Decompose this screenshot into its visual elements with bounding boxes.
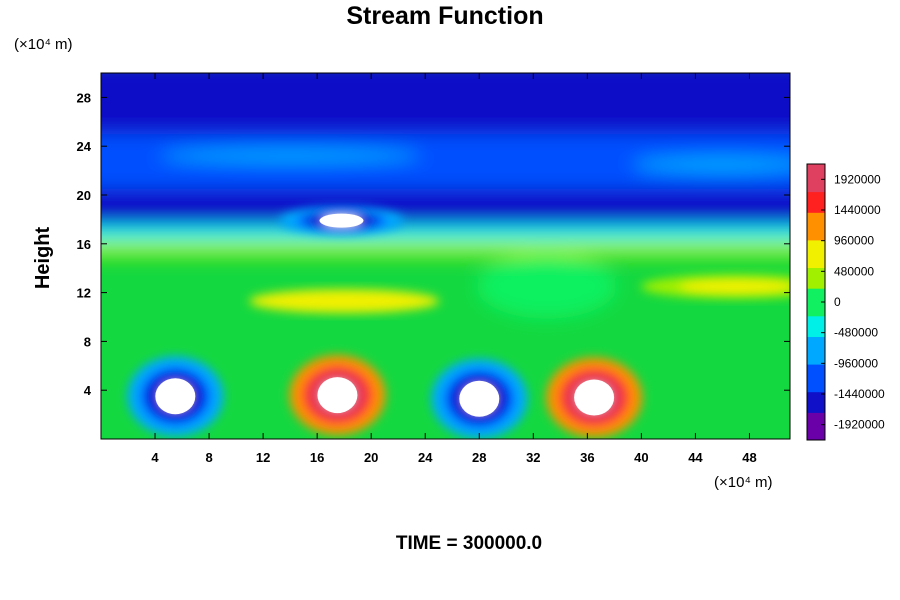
colorbar-segment [807,398,825,406]
colorbar-segment [807,253,825,262]
y-axis-unit: (×10⁴ m) [14,36,73,53]
y-tick-label: 4 [84,383,92,398]
band-layer [101,73,790,319]
colorbar-segment [807,377,825,386]
colorbar-segment [807,233,825,241]
x-tick-label: 48 [742,450,756,465]
x-tick-label: 20 [364,450,378,465]
field-extremum [317,377,358,414]
colorbar-segment [807,184,825,193]
y-tick-label: 28 [77,90,91,105]
colorbar-segment [807,371,825,379]
x-tick-label: 44 [688,450,703,465]
y-tick-label: 12 [77,286,91,301]
colorbar-segment [807,177,825,186]
y-axis-label: Height [32,227,54,290]
colorbar-segment [807,336,825,344]
field-extremum [155,378,196,415]
colorbar-segment [807,329,825,337]
x-axis: 4 8 12 16 20 24 28 32 36 40 44 48 [151,73,757,465]
field-band [101,188,790,226]
colorbar-segment [807,170,825,179]
colorbar-segment [807,405,825,413]
colorbar-segment [807,295,825,303]
colorbar-segment [807,288,825,296]
field-band [101,225,790,242]
colorbar-segment [807,412,825,420]
colorbar-segment [807,205,825,213]
y-tick-label: 8 [84,334,91,349]
colorbar-segment [807,191,825,199]
field-contour [287,293,402,309]
colorbar-segment [807,343,825,351]
colorbar-segment [807,384,825,393]
colorbar-segment [807,322,825,331]
x-tick-label: 16 [310,450,324,465]
colorbar-segment [807,212,825,220]
colorbar-segment [807,281,825,289]
colorbar-tick-label: -480000 [834,326,878,340]
colorbar-segment [807,350,825,358]
x-tick-label: 36 [580,450,594,465]
y-axis: 4 8 12 16 20 24 28 [77,90,790,398]
field-extremum [574,379,615,416]
colorbar-segment [807,426,825,434]
field-band [101,241,790,256]
colorbar-tick-label: 0 [834,295,841,309]
field-feature [640,274,790,299]
field-band [160,148,421,163]
colorbar-segment [807,274,825,282]
field-extremum [319,213,364,228]
colorbar-segment [807,226,825,234]
x-tick-label: 32 [526,450,540,465]
field-band [476,254,617,319]
colorbar-tick-label: 960000 [834,234,874,248]
colorbar-segment [807,239,825,248]
y-tick-label: 16 [77,237,91,252]
x-tick-label: 8 [205,450,212,465]
y-tick-label: 20 [77,188,91,203]
x-tick-label: 40 [634,450,648,465]
colorbar-segment [807,391,825,400]
colorbar-tick-label: 1440000 [834,203,881,217]
colorbar: 1920000 1440000 960000 480000 0 -480000 -96000… [806,163,885,441]
field-extremum [459,380,500,417]
x-axis-unit: (×10⁴ m) [714,474,773,491]
field-contour [678,279,790,294]
field-band [101,73,790,134]
colorbar-tick-label: -1440000 [834,387,885,401]
field-feature [249,289,440,314]
chart-title: Stream Function [346,2,543,30]
colorbar-segment [807,260,825,268]
x-tick-label: 12 [256,450,270,465]
colorbar-segment [807,302,825,310]
colorbar-segment [807,364,825,372]
colorbar-tick-label: -960000 [834,356,878,370]
y-tick-label: 24 [77,139,92,154]
time-label: TIME = 300000.0 [396,533,542,554]
x-tick-label: 4 [151,450,159,465]
colorbar-segment [807,419,825,427]
colorbar-segment [807,198,825,206]
colorbar-segment [807,267,825,275]
colorbar-segment [807,164,825,172]
colorbar-segment [807,219,825,227]
band-group [101,73,790,319]
colorbar-segment [807,357,825,365]
colorbar-tick-label: -1920000 [834,418,885,432]
colorbar-segment [807,246,825,255]
colorbar-segment [807,315,825,324]
plot-area [101,73,790,439]
field-band [632,156,790,173]
colorbar-tick-label: 480000 [834,264,874,278]
plot-frame [100,72,791,440]
feature-layer [127,206,790,439]
colorbar-segment [807,308,825,317]
x-tick-label: 24 [418,450,433,465]
colorbar-segment [807,433,825,441]
colorbar-tick-label: 1920000 [834,172,881,186]
x-tick-label: 28 [472,450,486,465]
